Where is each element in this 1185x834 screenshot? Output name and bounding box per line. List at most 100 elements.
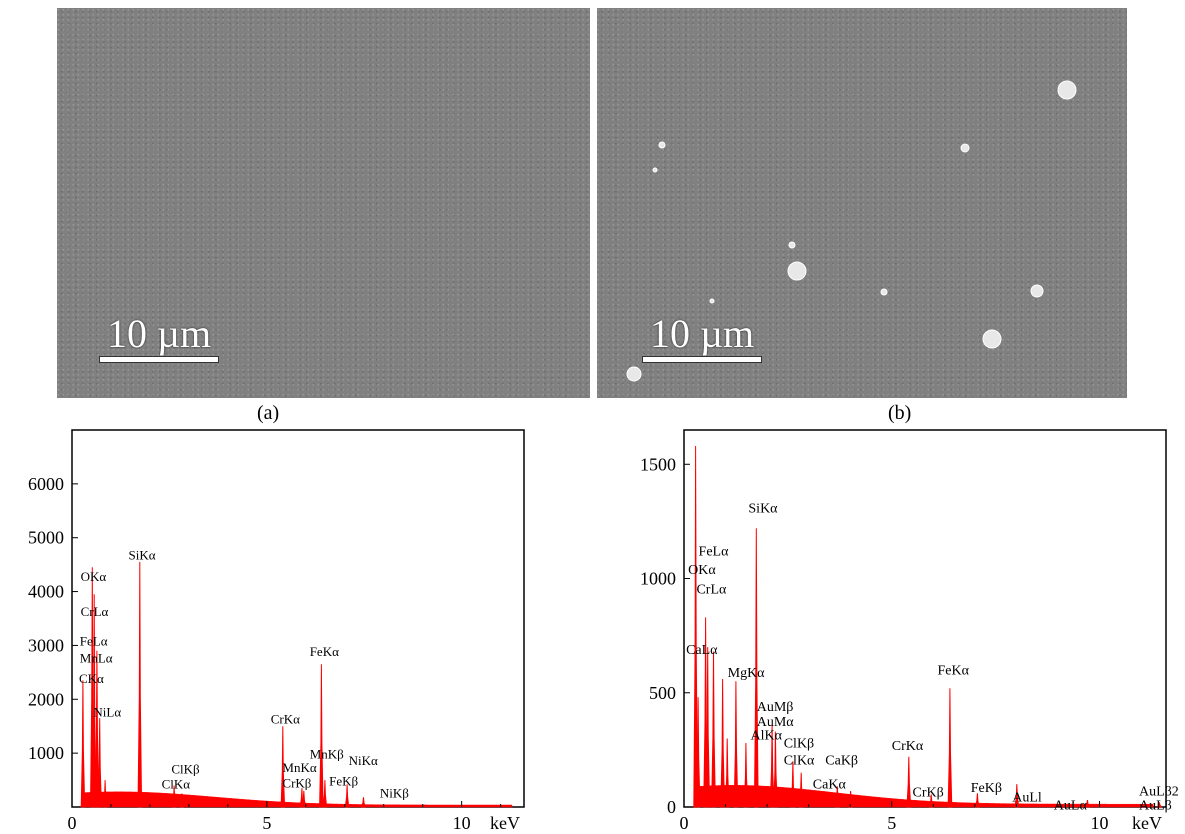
peak-label: CrKα (271, 712, 300, 727)
y-tick-label: 500 (649, 683, 676, 703)
spectrum-peak (790, 761, 796, 808)
sem-image-b: 10 µm (597, 8, 1127, 398)
peak-label: CaLα (686, 643, 718, 658)
particles (626, 80, 1077, 382)
particle (1057, 80, 1077, 100)
x-axis-label: keV (1132, 813, 1162, 833)
sem-texture (57, 8, 590, 398)
particle (709, 298, 715, 304)
y-tick-label: 2000 (28, 689, 64, 709)
peak-label: MnKβ (310, 747, 344, 762)
peak-label: NiKα (349, 753, 378, 768)
x-tick-label: 5 (887, 813, 896, 833)
spectrum-peak (97, 718, 102, 808)
peak-label: CaKβ (825, 754, 858, 769)
spectrum-peak (753, 528, 759, 808)
spectrum-peak (733, 681, 739, 808)
peak-label: CrKβ (913, 786, 944, 801)
spectrum-peak (705, 647, 711, 808)
x-tick-label: 10 (453, 813, 471, 833)
scale-bar-label: 10 µm (650, 311, 755, 356)
spectrum-peak (848, 790, 854, 808)
spectrum-peak (322, 780, 328, 808)
particle (658, 141, 666, 149)
spectrum-peak (720, 678, 726, 808)
spectrum-peak (1156, 802, 1163, 808)
spectrum-peak (834, 786, 840, 808)
particle (982, 329, 1002, 349)
y-tick-label: 1000 (640, 569, 676, 589)
spectrum-peak (693, 445, 699, 808)
eds-spectrum-a: 0 5 10 keV 1000 2000 3000 4000 5000 6000 CKα OKα CrL… (28, 429, 525, 833)
peak-label: AuLα (1054, 798, 1088, 813)
x-tick-label: 5 (262, 813, 271, 833)
peak-label: FeKα (310, 644, 339, 659)
peak-label: NiKβ (380, 785, 409, 800)
peak-label: ClKβ (171, 762, 200, 777)
scale-bar-line (99, 356, 219, 363)
sem-image-a: 10 µm (57, 8, 590, 398)
peak-label: FeKα (937, 663, 969, 678)
spectrum-peak (344, 784, 350, 808)
peak-label: MnLα (80, 651, 113, 666)
spectrum-peak (137, 561, 143, 808)
peak-label: OKα (81, 569, 107, 584)
panel-label-b: (b) (888, 402, 912, 424)
spectrum-peak (361, 797, 366, 808)
particle (788, 241, 796, 249)
y-tick-label: 1000 (28, 743, 64, 763)
peak-label: MgKα (728, 666, 766, 681)
spectrum-peak (171, 785, 177, 808)
x-tick-label: 0 (680, 813, 689, 833)
spectrum-peak (1014, 784, 1020, 808)
peak-label: FeLα (699, 545, 730, 560)
y-tick-label: 5000 (28, 528, 64, 548)
panel-label-a: (a) (257, 402, 280, 424)
spectrum-peak (179, 793, 185, 808)
peak-label: CKα (79, 671, 104, 686)
y-tick-label: 0 (667, 797, 676, 817)
spectrum-peak (80, 680, 86, 808)
peak-label: FeLα (80, 633, 108, 648)
x-tick-label: 10 (1091, 813, 1109, 833)
particle (1030, 284, 1044, 298)
y-tick-label: 6000 (28, 474, 64, 494)
spectrum-peak (772, 731, 778, 808)
y-tick-label: 3000 (28, 635, 64, 655)
particle (960, 143, 970, 153)
peak-label: CrKα (892, 739, 924, 754)
peak-label: ClKα (784, 754, 815, 769)
peak-label: CrLα (696, 582, 727, 597)
eds-spectrum-b: 0 5 10 keV 0 500 1000 1500 FeLα OKα CrLα CaLα MgKα Si… (640, 429, 1179, 833)
particle (652, 167, 658, 173)
x-axis-label: keV (490, 813, 520, 833)
spectrum-peak (102, 780, 108, 808)
spectrum-peak (974, 793, 980, 808)
spectrum-peak (280, 726, 286, 808)
spectrum-peak (724, 738, 730, 808)
particle (880, 288, 888, 296)
peak-label: MnKα (282, 760, 316, 775)
spectrum-peak (319, 664, 324, 808)
peak-label: AuMα (757, 715, 795, 730)
spectrum-peak (947, 688, 953, 808)
spectrum-peak (928, 794, 934, 808)
spectrum-peak (743, 742, 749, 808)
peak-label: NiLα (93, 705, 121, 720)
y-tick-label: 4000 (28, 582, 64, 602)
peak-label: CrKβ (282, 776, 311, 791)
particle (787, 261, 807, 281)
peak-label: SiKα (129, 547, 156, 562)
scale-bar-line (642, 356, 762, 363)
scale-bar-label: 10 µm (107, 311, 212, 356)
spectrum-peak (1084, 800, 1091, 808)
spectrum-continuum (81, 791, 513, 808)
spectrum-peak (711, 651, 716, 808)
peak-label: CaKα (813, 778, 847, 793)
peak-label: AuLβ (1139, 799, 1172, 814)
y-tick-label: 1500 (640, 454, 676, 474)
peak-label: FeKβ (329, 773, 358, 788)
peak-label: FeKβ (971, 781, 1002, 796)
peak-label: AuLl (1012, 790, 1042, 805)
peak-label: AuLβ2 (1139, 785, 1179, 800)
